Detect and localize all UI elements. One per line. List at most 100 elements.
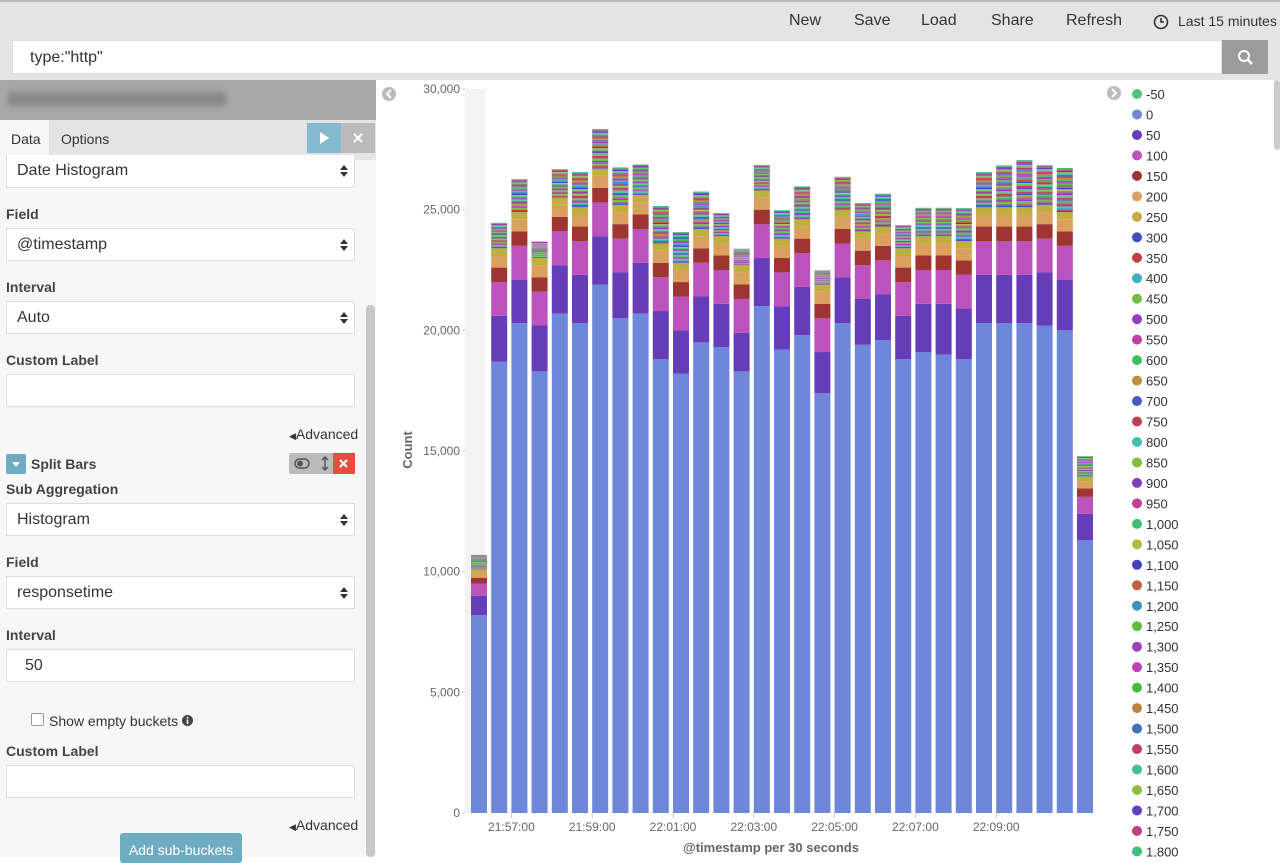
bar-segment	[693, 297, 709, 343]
sub-interval-input[interactable]: 50	[6, 649, 355, 682]
bar-segment	[1057, 208, 1073, 209]
bar-segment	[855, 231, 871, 238]
bar-segment	[915, 225, 931, 226]
interval-select[interactable]: Auto	[6, 301, 355, 334]
bar-segment	[673, 255, 689, 256]
x-tick-label: 22:07:00	[892, 820, 939, 834]
bar-segment	[1057, 195, 1073, 196]
bar-segment	[875, 219, 891, 220]
bar-segment	[1077, 467, 1093, 468]
bar-segment	[996, 203, 1012, 204]
sub-custom-label-input[interactable]	[6, 765, 355, 798]
tab-options[interactable]: Options	[61, 131, 109, 147]
field-select[interactable]: @timestamp	[6, 228, 355, 261]
nav-save[interactable]: Save	[854, 12, 890, 30]
bar-segment	[956, 222, 972, 223]
bar-segment	[572, 199, 588, 200]
bar-segment	[754, 258, 770, 306]
bar-segment	[774, 350, 790, 813]
bar-segment	[936, 223, 952, 224]
bar-segment	[956, 240, 972, 241]
bar-segment	[794, 197, 810, 198]
bar-segment	[532, 255, 548, 256]
advanced-link[interactable]: ◀Advanced	[289, 426, 358, 442]
bar-segment	[633, 179, 649, 180]
bar-segment	[532, 326, 548, 372]
nav-share[interactable]: Share	[991, 12, 1034, 30]
add-sub-buckets[interactable]: Add sub-buckets	[120, 833, 242, 863]
sub-agg-select[interactable]: Histogram	[6, 503, 355, 536]
bar-segment	[673, 236, 689, 237]
bar-segment	[1057, 219, 1073, 231]
sub-field-select[interactable]: responsetime	[6, 576, 355, 609]
sub-advanced-link[interactable]: ◀Advanced	[289, 817, 358, 833]
bar-segment	[915, 224, 931, 225]
tab-data[interactable]: Data	[11, 131, 41, 147]
prev-arrow[interactable]	[382, 87, 396, 101]
bar-segment	[734, 265, 750, 266]
bar-segment	[612, 184, 628, 185]
aggregation-select[interactable]: Date Histogram	[6, 155, 355, 188]
bar-segment	[996, 173, 1012, 174]
bar-segment	[1016, 194, 1032, 196]
bar-segment	[572, 174, 588, 175]
bar-segment	[1077, 514, 1093, 541]
bar-segment	[612, 190, 628, 191]
bar-segment	[875, 225, 891, 226]
bar-segment	[653, 236, 669, 237]
bar-segment	[1037, 202, 1053, 203]
sub-agg-value: Histogram	[17, 511, 90, 528]
bar-segment	[976, 181, 992, 182]
bar-segment	[633, 167, 649, 168]
nav-new[interactable]: New	[789, 12, 821, 30]
bar-segment	[1037, 198, 1053, 199]
bar-segment	[754, 188, 770, 189]
bar-segment	[754, 189, 770, 190]
time-picker[interactable]: Last 15 minutes	[1178, 13, 1277, 29]
bar-segment	[552, 184, 568, 185]
legend-label: 1,000	[1146, 517, 1179, 532]
bar-segment	[754, 224, 770, 258]
bar-segment	[552, 189, 568, 190]
bar-segment	[693, 236, 709, 248]
agg-controls[interactable]	[289, 453, 355, 474]
bar-segment	[633, 166, 649, 167]
custom-label-input[interactable]	[6, 374, 355, 407]
legend-label: 1,650	[1146, 783, 1179, 798]
bar-segment	[491, 282, 507, 316]
bar-segment	[774, 231, 790, 232]
bar-segment	[895, 248, 911, 249]
bar-segment	[1077, 457, 1093, 458]
show-empty-checkbox[interactable]	[31, 713, 44, 726]
bar-segment	[612, 272, 628, 318]
bar-segment	[875, 260, 891, 294]
bar-segment	[794, 207, 810, 208]
bar-segment	[835, 198, 851, 199]
bar-segment	[855, 216, 871, 217]
nav-refresh[interactable]: Refresh	[1066, 12, 1122, 30]
bar-segment	[794, 209, 810, 210]
bar-segment	[976, 193, 992, 194]
bar-segment	[612, 172, 628, 173]
bar-segment	[936, 354, 952, 813]
bar-segment	[653, 228, 669, 229]
bar-segment	[1037, 193, 1053, 194]
bar-segment	[734, 262, 750, 263]
collapse-button[interactable]	[6, 454, 26, 474]
search-button[interactable]	[1222, 40, 1268, 74]
next-arrow[interactable]	[1107, 86, 1121, 100]
bar-segment	[794, 200, 810, 201]
bar-segment	[1037, 272, 1053, 325]
bar-segment	[713, 235, 729, 236]
bar-segment	[855, 208, 871, 209]
bar-segment	[915, 210, 931, 211]
bar-segment	[713, 228, 729, 229]
bar-segment	[915, 236, 931, 243]
bar-segment	[713, 229, 729, 230]
bar-segment	[532, 254, 548, 255]
bar-segment	[855, 227, 871, 228]
bar-segment	[1016, 204, 1032, 206]
legend-dot	[1132, 89, 1142, 99]
nav-load[interactable]: Load	[921, 12, 957, 30]
search-input[interactable]: type:"http"	[12, 40, 1222, 74]
